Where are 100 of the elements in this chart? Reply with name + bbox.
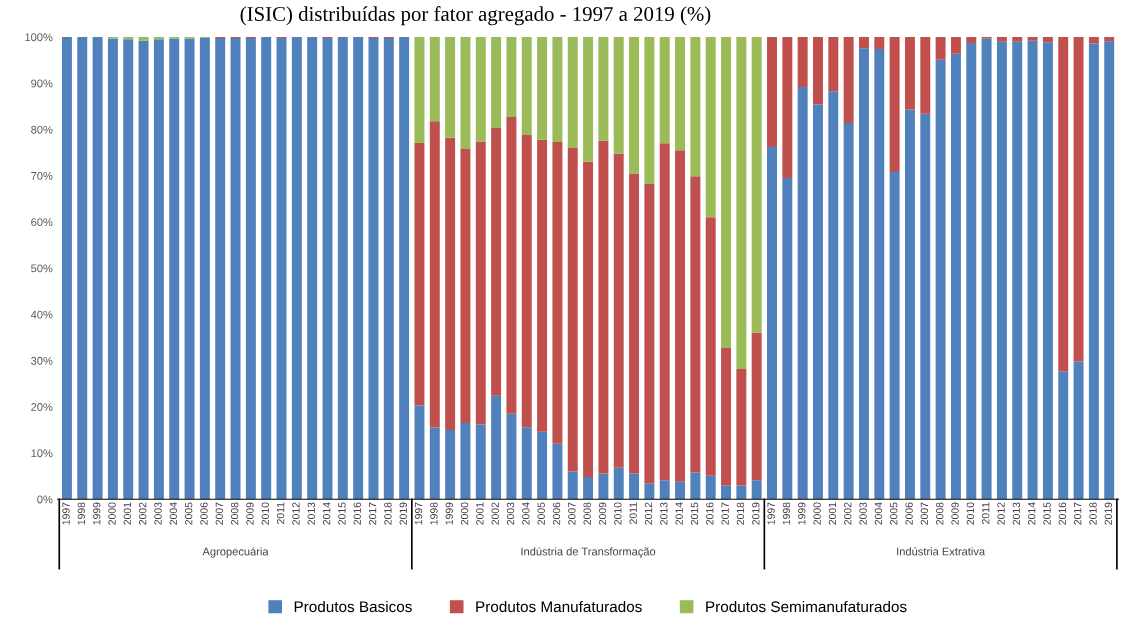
bar: [843, 37, 854, 124]
x-tick-label: 2002: [844, 502, 852, 525]
x-tick-label: 2016: [353, 502, 361, 525]
legend-label: Produtos Manufaturados: [476, 600, 642, 613]
bar: [460, 148, 471, 423]
bar: [337, 37, 348, 500]
x-tick-label: 2019: [752, 502, 760, 525]
y-tick-label: 70%: [31, 171, 53, 180]
bar: [721, 37, 732, 349]
bar: [1073, 37, 1084, 362]
x-tick-label: 2002: [138, 502, 147, 525]
bar: [644, 483, 655, 500]
bar: [567, 471, 578, 500]
bar: [613, 153, 624, 468]
x-tick-label: 1998: [782, 502, 791, 525]
x-tick-label: 2019: [399, 502, 407, 525]
bar: [659, 480, 670, 500]
x-tick-label: 2003: [859, 502, 867, 525]
legend-label: Produtos Basicos: [294, 600, 412, 613]
bar: [904, 37, 915, 110]
bar: [1058, 371, 1069, 500]
bar: [460, 37, 471, 149]
x-tick-label: 2007: [215, 502, 223, 525]
bar: [583, 37, 594, 162]
bar: [169, 38, 180, 500]
bar: [828, 91, 839, 500]
bar: [813, 37, 823, 105]
bar: [537, 139, 548, 432]
bar: [598, 140, 609, 474]
x-tick-label: 2009: [246, 502, 254, 525]
bar: [1058, 37, 1069, 372]
legend-label: Produtos Semimanufaturados: [706, 600, 907, 613]
x-tick-label: 2011: [982, 502, 990, 524]
bar: [322, 37, 333, 500]
x-tick-label: 2003: [506, 502, 515, 525]
bar: [77, 37, 88, 500]
bar: [1027, 40, 1038, 500]
bar: [537, 431, 548, 500]
x-tick-label: 2016: [706, 502, 714, 525]
x-tick-label: 1999: [445, 502, 453, 525]
y-tick-label: 40%: [30, 310, 53, 319]
bar: [858, 37, 869, 49]
bar: [721, 485, 732, 500]
x-tick-label: 2004: [522, 502, 530, 525]
bar: [552, 141, 563, 444]
bar: [889, 37, 900, 173]
bar: [613, 467, 624, 500]
bar: [721, 348, 732, 486]
bar: [950, 37, 961, 54]
x-tick-label: 1997: [62, 502, 70, 525]
x-tick-label: 2009: [951, 502, 959, 525]
bar: [107, 38, 118, 500]
bar: [552, 37, 563, 142]
bar: [583, 477, 594, 500]
x-tick-label: 1998: [77, 502, 86, 525]
bar: [966, 37, 977, 44]
bar: [491, 395, 502, 500]
bar: [61, 37, 72, 500]
x-tick-label: 2015: [338, 502, 346, 525]
x-tick-label: 2014: [322, 502, 331, 525]
text: Agropecuária: [202, 547, 269, 558]
x-tick-label: 1997: [414, 502, 423, 525]
bar: [920, 113, 931, 500]
x-tick-label: 2007: [920, 502, 929, 525]
bar: [797, 86, 808, 500]
x-tick-label: 2018: [1089, 502, 1097, 525]
x-tick-label: 2013: [1012, 502, 1021, 525]
bar: [981, 38, 992, 500]
x-tick-label: 2001: [123, 502, 132, 525]
bar: [199, 37, 210, 500]
bar: [705, 475, 716, 500]
bar: [751, 480, 762, 500]
x-tick-label: 2008: [230, 502, 239, 525]
bar: [659, 37, 670, 144]
bar: [1042, 37, 1053, 43]
bar: [414, 37, 425, 143]
x-tick-label: 2006: [200, 502, 208, 525]
bar: [843, 123, 854, 500]
x-tick-label: 2008: [936, 502, 944, 525]
y-tick-label: 20%: [31, 403, 53, 411]
bar: [858, 48, 869, 500]
bar: [475, 424, 486, 500]
x-tick-label: 2011: [276, 502, 285, 524]
bar: [429, 37, 440, 122]
bar: [1012, 41, 1023, 500]
bar: [521, 427, 532, 500]
y-tick-label: 50%: [31, 264, 53, 273]
x-tick-label: 2010: [614, 502, 622, 525]
bar: [353, 37, 364, 500]
x-tick-label: 1999: [93, 502, 101, 525]
bar: [736, 485, 747, 500]
bar: [276, 37, 287, 500]
x-tick-label: 2001: [828, 502, 837, 525]
bar: [659, 143, 670, 481]
bar: [889, 172, 900, 500]
bar: [475, 141, 486, 425]
y-tick-label: 60%: [31, 218, 53, 227]
bar: [429, 427, 440, 500]
bar: [138, 37, 149, 41]
bar: [368, 37, 379, 500]
